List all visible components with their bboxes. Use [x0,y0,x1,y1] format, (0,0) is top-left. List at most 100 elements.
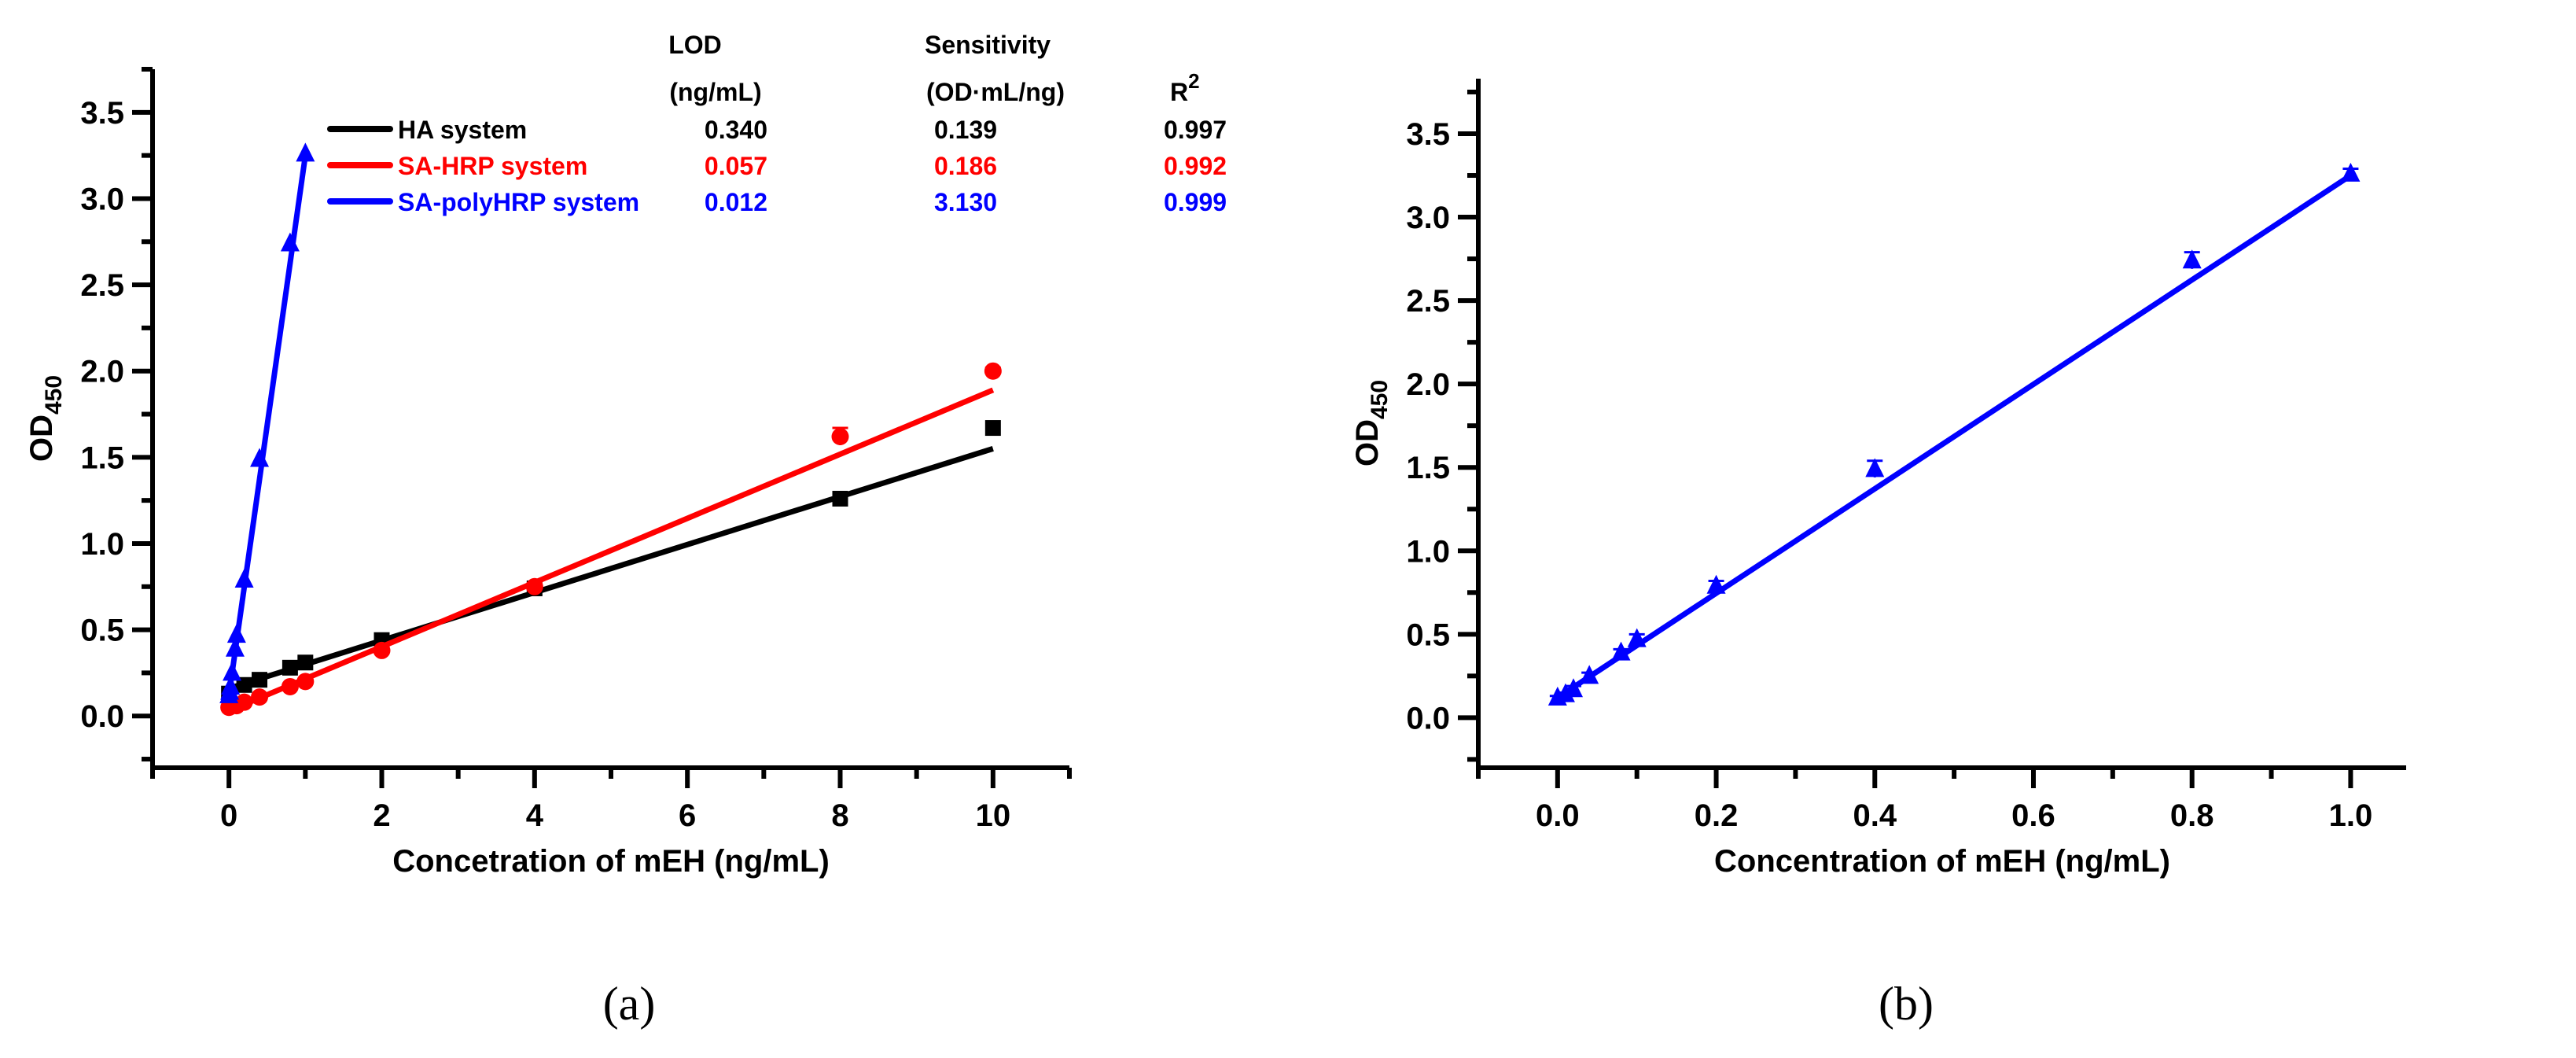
data-point-triangle [1627,628,1647,647]
fit-line [228,446,994,691]
y-tick-label: 0.5 [80,614,124,648]
legend-lod-value: 0.012 [705,188,767,216]
panel-b-label: (b) [1879,978,1934,1030]
data-point-triangle [226,624,246,643]
x-tick-label: 0.4 [1853,798,1897,833]
data-point-triangle [1580,665,1599,684]
data-point-triangle [221,675,241,695]
data-point-square [297,654,314,671]
x-tick-label: 6 [679,798,696,833]
data-point-triangle [1611,641,1631,661]
data-point-triangle [1564,678,1584,698]
data-point-triangle [234,569,254,588]
legend-header-sensitivity: Sensitivity [925,31,1051,59]
legend-lod-value: 0.057 [705,152,767,180]
legend-r2-value: 0.999 [1164,188,1227,216]
y-tick-label: 3.5 [80,96,124,131]
legend-sensitivity-value: 0.186 [934,152,997,180]
panel-a-chart: 0.0 0.5 1.0 1.5 2.0 2.5 3.0 3.5 0 2 4 6 8 10 Concetrat… [24,67,1072,879]
data-point-triangle [223,662,242,681]
legend-series-name: SA-HRP system [398,152,587,180]
y-tick-label: 0.5 [1406,617,1450,652]
data-point-triangle [2182,249,2202,269]
x-tick-label: 8 [831,798,848,833]
data-point-triangle [250,448,270,467]
data-point-square [252,672,268,688]
y-axis-label-subscript: 450 [1367,380,1393,419]
y-axis-label: OD450 [24,375,67,462]
y-tick-label: 0.0 [80,699,124,734]
data-point-circle [831,428,849,446]
series-sa-polyhrp-system [1547,162,2361,706]
y-tick-label: 2.5 [1406,284,1450,319]
legend-r2-value: 0.992 [1164,152,1227,180]
data-point-circle [281,677,299,695]
data-point-circle [251,688,269,706]
x-tick-label: 2 [373,798,390,833]
panel-b-chart: 0.0 0.5 1.0 1.5 2.0 2.5 3.0 3.5 0.0 0.2 0.4 0.6 0.8 1… [1350,79,2406,879]
y-tick-label: 2.5 [80,268,124,303]
legend-sensitivity-value: 3.130 [934,188,997,216]
data-point-square [832,490,848,507]
x-tick-label: 0.2 [1695,798,1739,833]
y-tick-label: 1.5 [1406,451,1450,485]
legend-sensitivity-value: 0.139 [934,116,997,144]
r2-superscript: 2 [1188,69,1199,93]
y-tick-label: 3.0 [1406,201,1450,235]
data-point-circle [984,362,1002,380]
y-tick-label: 3.0 [80,182,124,216]
data-point-triangle [296,142,315,162]
data-point-triangle [225,637,245,657]
series-ha-system [221,420,1001,702]
data-point-triangle [1706,574,1726,594]
legend-table: LOD (ng/mL) Sensitivity (OD·mL/ng) R2 HA syst… [327,31,1227,216]
x-tick-label: 0 [220,798,237,833]
legend-header-lod: LOD [668,31,722,59]
x-axis-label: Concentration of mEH (ng/mL) [1714,844,2170,879]
data-point-circle [525,577,543,595]
series-sa-polyhrp-system [219,142,315,703]
data-point-circle [235,693,253,711]
y-tick-label: 1.0 [80,527,124,562]
x-tick-label: 0.0 [1536,798,1580,833]
x-tick-label: 10 [976,798,1011,833]
data-point-circle [296,673,315,691]
legend-header-sensitivity-unit: (OD·mL/ng) [926,78,1065,106]
legend-header-r2: R2 [1170,69,1200,106]
x-axis-label: Concetration of mEH (ng/mL) [392,844,830,879]
y-tick-label: 0.0 [1406,701,1450,735]
fit-line [226,155,308,696]
y-axis-label: OD450 [1350,380,1393,466]
panel-a-label: (a) [603,978,656,1030]
data-point-square [282,659,298,676]
y-tick-label: 2.0 [1406,367,1450,402]
legend-lod-value: 0.340 [705,116,767,144]
x-tick-label: 0.6 [2011,798,2055,833]
y-tick-label: 1.0 [1406,534,1450,569]
x-tick-label: 1.0 [2329,798,2373,833]
legend-header-lod-unit: (ng/mL) [669,78,761,106]
data-point-square [236,676,252,693]
y-tick-label: 3.5 [1406,117,1450,152]
data-point-triangle [280,232,300,252]
r2-label: R [1170,78,1188,106]
legend-series-name: HA system [398,116,527,144]
y-tick-label: 1.5 [80,441,124,475]
y-axis-label-subscript: 450 [41,375,67,415]
legend-series-name: SA-polyHRP system [398,188,639,216]
data-point-triangle [1865,458,1885,477]
y-tick-label: 2.0 [80,355,124,389]
data-point-triangle [1555,683,1575,702]
data-point-circle [373,641,391,659]
series-sa-hrp-system [220,362,1002,717]
y-axis-label-main: OD [24,415,59,462]
fit-line [227,387,995,713]
data-point-triangle [2341,162,2361,182]
x-tick-label: 4 [526,798,544,833]
legend-r2-value: 0.997 [1164,116,1227,144]
fit-line [1555,173,2353,700]
x-tick-label: 0.8 [2170,798,2214,833]
y-axis-label-main: OD [1350,419,1385,466]
data-point-square [984,420,1001,437]
